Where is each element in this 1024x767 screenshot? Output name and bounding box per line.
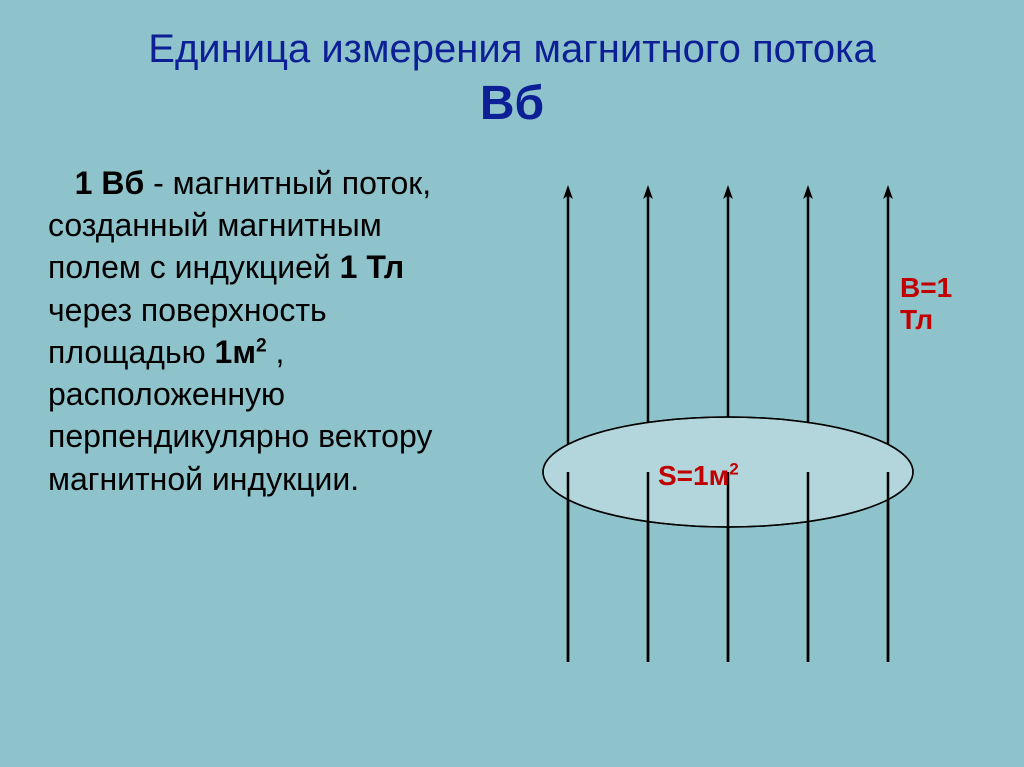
title-block: Единица измерения магнитного потока Вб [0,24,1024,134]
title-line2: Вб [0,74,1024,134]
area-label-sup: 2 [729,460,738,479]
bold-area-sup: 2 [256,335,267,356]
slide: Единица измерения магнитного потока Вб 1… [0,0,1024,767]
bold-area-base: 1м [215,334,256,370]
body-part2: через поверхность площадью [48,292,327,370]
induction-label: B=1 Тл [900,272,976,336]
title-line1: Единица измерения магнитного потока [0,24,1024,74]
bold-induction: 1 Тл [340,249,405,285]
content-row: 1 Вб - магнитный поток, созданный магнит… [0,162,1024,682]
diagram-svg [448,162,1008,682]
area-label-base: S=1м [658,460,729,491]
area-label: S=1м2 [658,460,739,492]
diagram: S=1м2 B=1 Тл [448,162,976,682]
body-text: 1 Вб - магнитный поток, созданный магнит… [48,162,448,682]
lead-bold: 1 Вб [75,165,145,201]
bold-area: 1м2 [215,334,267,370]
